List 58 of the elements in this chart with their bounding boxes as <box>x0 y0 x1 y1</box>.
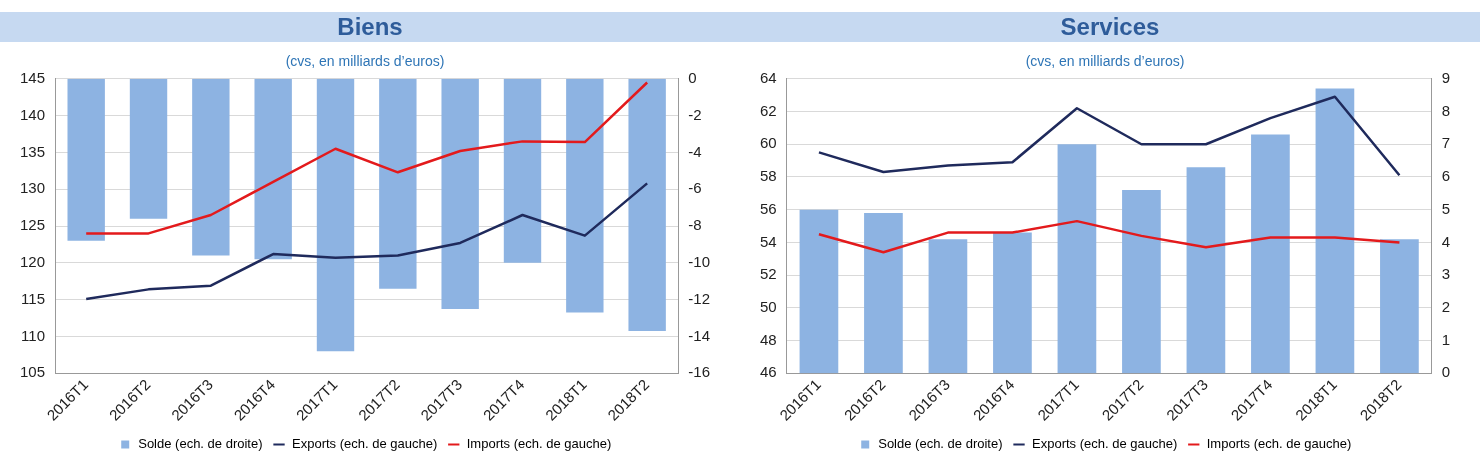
bar <box>799 209 839 374</box>
legend-label: Imports (ech. de gauche) <box>1206 436 1352 452</box>
bar <box>1186 167 1226 374</box>
y2-tick-label: -6 <box>688 179 702 197</box>
y2-tick-label: 1 <box>1441 330 1450 348</box>
bar <box>1122 190 1161 374</box>
bar <box>864 212 903 374</box>
y-tick-label: 52 <box>760 265 777 283</box>
y-tick-label: 125 <box>20 216 46 234</box>
chart-title: Biens <box>0 12 740 42</box>
y2-tick-label: 3 <box>1441 265 1450 283</box>
y2-tick-label: 9 <box>1441 68 1450 86</box>
y2-tick-label: 6 <box>1441 167 1450 185</box>
y-tick-label: 46 <box>760 363 777 381</box>
bar <box>1380 239 1419 374</box>
y-tick-label: 64 <box>760 68 777 86</box>
y-tick-label: 56 <box>760 199 777 217</box>
chart-subtitle: (cvs, en milliards d’euros) <box>285 53 445 70</box>
y-tick-label: 54 <box>760 232 777 250</box>
bar <box>928 239 968 374</box>
y2-tick-label: 7 <box>1441 134 1450 152</box>
y-tick-label: 145 <box>20 68 46 86</box>
y-tick-label: 120 <box>20 253 46 270</box>
chart-subtitle: (cvs, en milliards d’euros) <box>1025 53 1185 70</box>
legend-label: Imports (ech. de gauche) <box>466 436 612 452</box>
y2-tick-label: -14 <box>688 326 711 344</box>
y2-tick-label: 4 <box>1441 232 1450 250</box>
y2-tick-label: 0 <box>688 68 697 86</box>
bar <box>993 232 1032 374</box>
y2-tick-label: 5 <box>1441 199 1450 217</box>
y-tick-label: 130 <box>20 179 46 197</box>
y2-tick-label: -12 <box>688 289 711 307</box>
chart-title: Services <box>740 12 1480 42</box>
bar <box>1251 134 1290 374</box>
y2-tick-label: -8 <box>688 216 702 234</box>
y-tick-label: 115 <box>21 289 46 307</box>
y-tick-label: 110 <box>21 326 46 344</box>
y-tick-label: 50 <box>760 298 777 315</box>
y-tick-label: 135 <box>20 142 46 160</box>
y-tick-label: 58 <box>760 167 777 185</box>
y-tick-label: 105 <box>20 363 46 381</box>
y2-tick-label: 0 <box>1441 363 1450 381</box>
legend-label: Exports (ech. de gauche) <box>292 436 438 452</box>
y2-tick-label: -10 <box>688 253 711 270</box>
y-tick-label: 140 <box>20 105 46 123</box>
legend-label: Solde (ech. de droite) <box>878 436 1003 452</box>
y2-tick-label: 2 <box>1441 298 1450 315</box>
y-tick-label: 60 <box>760 134 777 152</box>
legend-label: Exports (ech. de gauche) <box>1032 436 1178 452</box>
y2-tick-label: 8 <box>1441 101 1450 119</box>
bar <box>1057 144 1097 374</box>
y-tick-label: 48 <box>760 330 777 348</box>
legend-label: Solde (ech. de droite) <box>138 436 263 452</box>
y2-tick-label: -16 <box>688 363 711 381</box>
y-tick-label: 62 <box>760 101 777 119</box>
bar <box>1315 88 1355 374</box>
y2-tick-label: -2 <box>688 105 702 123</box>
y2-tick-label: -4 <box>688 142 702 160</box>
